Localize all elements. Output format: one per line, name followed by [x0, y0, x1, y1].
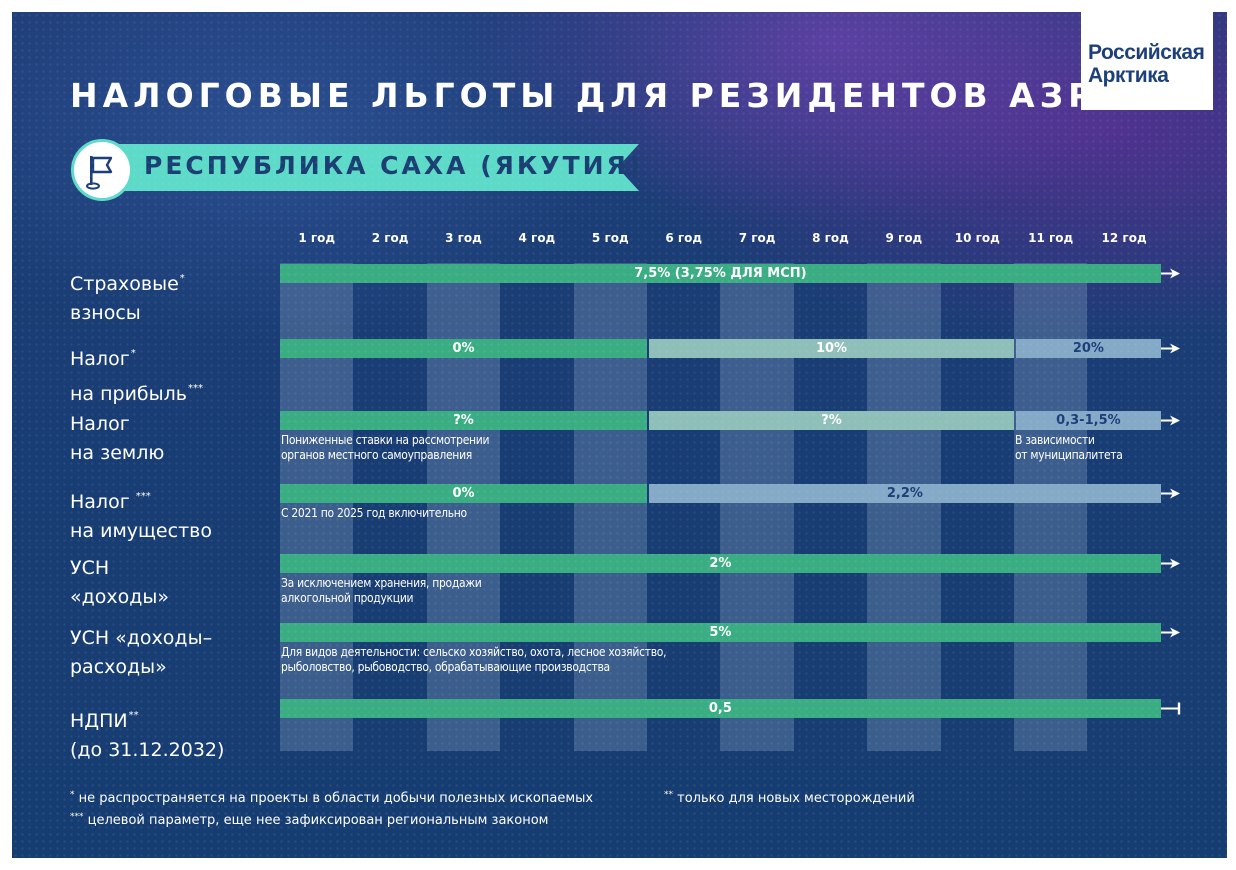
row-label-mark: *** — [135, 491, 151, 502]
row-label-line-2: на прибыль — [70, 383, 187, 405]
year-column-band — [1014, 263, 1088, 751]
row-note: С 2021 по 2025 год включительно — [281, 506, 467, 521]
row-note-line-2: алкогольной продукции — [281, 591, 414, 605]
end-bar-icon — [1160, 702, 1180, 715]
row-label: УСН «доходы– расходы» — [70, 624, 212, 682]
row-label-line-1: Налог — [70, 491, 130, 513]
year-label: 6 год — [665, 231, 703, 245]
year-column-band — [573, 263, 647, 751]
arrow-right-icon — [1160, 415, 1180, 426]
row-label-line-1: УСН «доходы– — [70, 627, 213, 649]
region-name: РЕСПУБЛИКА САХА (ЯКУТИЯ) — [144, 151, 644, 180]
row-note-line-1: Для видов деятельности: сельско хозяйств… — [281, 645, 667, 659]
year-column-band — [867, 263, 941, 751]
infographic-frame: НАЛОГОВЫЕ ЛЬГОТЫ ДЛЯ РЕЗИДЕНТОВ АЗРФ Рос… — [12, 12, 1227, 858]
year-label: 8 год — [812, 231, 849, 245]
logo-line-1: Российская — [1088, 41, 1205, 64]
footnote-1: * не распространяется на проекты в облас… — [70, 790, 594, 806]
row-label: Налог *** на имущество — [70, 482, 212, 546]
region-badge — [71, 139, 133, 201]
row-note: Для видов деятельности: сельско хозяйств… — [281, 645, 667, 675]
rate-segment: 0% — [280, 339, 647, 358]
year-label: 2 год — [371, 231, 409, 245]
rate-segment: 0% — [280, 484, 647, 503]
row-label-line-2: «доходы» — [70, 586, 170, 608]
row-label-mark: ** — [128, 710, 139, 721]
arrow-right-icon — [1160, 558, 1180, 569]
row-label-line-1: УСН — [70, 557, 110, 579]
year-label: 9 год — [885, 231, 923, 245]
rate-segment: 5% — [280, 623, 1161, 642]
rate-segment: 10% — [649, 339, 1014, 358]
row-label-line-1: Налог — [70, 413, 130, 435]
year-label: 1 год — [298, 231, 336, 245]
arrow-right-icon — [1160, 488, 1180, 499]
row-label-mark: * — [179, 273, 185, 284]
row-label-line-2: (до 31.12.2032) — [70, 739, 225, 761]
year-label: 3 год — [445, 231, 482, 245]
logo-line-2: Арктика — [1088, 64, 1169, 87]
region-ribbon — [104, 144, 639, 191]
row-label-line-2: на имущество — [70, 520, 212, 542]
row-label-line-1: Страховые — [70, 273, 179, 295]
year-label: 4 год — [518, 231, 556, 245]
row-label: Налог* на прибыль*** — [70, 339, 203, 409]
row-label: УСН «доходы» — [70, 554, 169, 612]
row-note-line-1: С 2021 по 2025 год включительно — [281, 506, 467, 520]
year-column-band — [720, 263, 794, 751]
page-title: НАЛОГОВЫЕ ЛЬГОТЫ ДЛЯ РЕЗИДЕНТОВ АЗРФ — [70, 76, 1136, 115]
year-label: 12 год — [1101, 231, 1147, 245]
row-note: В зависимости от муниципалитета — [1015, 433, 1123, 463]
row-note: Пониженные ставки на рассмотрении органов… — [281, 433, 490, 463]
rate-segment: 7,5% (3,75% ДЛЯ МСП) — [280, 264, 1161, 283]
row-note-line-1: В зависимости — [1015, 433, 1095, 447]
row-label-line-2: взносы — [70, 302, 141, 324]
rate-segment: 20% — [1016, 339, 1161, 358]
row-note-line-2: рыболовство, рыбоводство, обрабатывающие… — [281, 660, 610, 674]
footnote-3: *** целевой параметр, еще нее зафиксиров… — [70, 812, 549, 828]
russian-arctic-logo: Российская Арктика — [1081, 12, 1213, 110]
row-note-line-2: от муниципалитета — [1015, 448, 1123, 462]
row-label-line-2: расходы» — [70, 656, 167, 678]
row-note: За исключением хранения, продажи алкоголь… — [281, 576, 482, 606]
row-note-line-2: органов местного самоуправления — [281, 448, 472, 462]
footnote-2: ** только для новых месторождений — [664, 790, 915, 806]
year-label: 10 год — [954, 231, 1000, 245]
rate-segment: 2,2% — [649, 484, 1161, 503]
row-note-line-1: Пониженные ставки на рассмотрении — [281, 433, 490, 447]
arrow-right-icon — [1160, 627, 1180, 638]
year-label: 11 год — [1028, 231, 1074, 245]
row-label-line-1: Налог — [70, 348, 130, 370]
row-label-line-2: на землю — [70, 442, 165, 464]
year-label: 5 год — [591, 231, 629, 245]
flag-icon — [86, 156, 113, 190]
row-label-line-1: НДПИ — [70, 710, 128, 732]
rate-segment: 2% — [280, 554, 1161, 573]
rate-segment: ?% — [649, 411, 1014, 430]
row-label: Налог на землю — [70, 410, 164, 468]
row-label: НДПИ** (до 31.12.2032) — [70, 701, 224, 765]
rate-segment: 0,5 — [280, 699, 1161, 718]
year-label: 7 год — [738, 231, 776, 245]
row-label: Страховые* взносы — [70, 264, 185, 328]
rate-segment: 0,3-1,5% — [1016, 411, 1161, 430]
rate-segment: ?% — [280, 411, 647, 430]
arrow-right-icon — [1160, 268, 1180, 279]
row-label-mark: * — [130, 348, 136, 359]
arrow-right-icon — [1160, 343, 1180, 354]
row-label-mark: *** — [188, 383, 203, 394]
row-note-line-1: За исключением хранения, продажи — [281, 576, 482, 590]
